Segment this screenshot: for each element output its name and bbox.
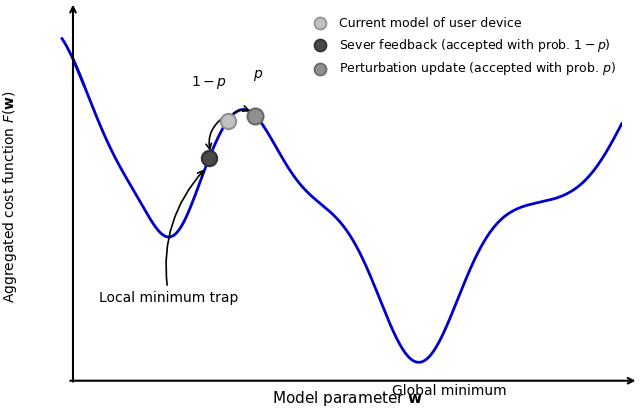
Point [223, 117, 233, 124]
Text: $1-p$: $1-p$ [191, 73, 227, 90]
X-axis label: Model parameter $\mathbf{w}$: Model parameter $\mathbf{w}$ [271, 389, 423, 408]
Text: $p$: $p$ [253, 68, 263, 83]
Point [250, 112, 260, 119]
Point [204, 155, 214, 161]
Text: Aggregated cost function $F(\mathbf{w})$: Aggregated cost function $F(\mathbf{w})$ [1, 90, 19, 303]
Legend: Current model of user device, Sever feedback (accepted with prob. $1-p$), Pertur: Current model of user device, Sever feed… [303, 12, 621, 83]
Text: Global minimum: Global minimum [392, 384, 506, 398]
Text: Local minimum trap: Local minimum trap [99, 171, 239, 305]
